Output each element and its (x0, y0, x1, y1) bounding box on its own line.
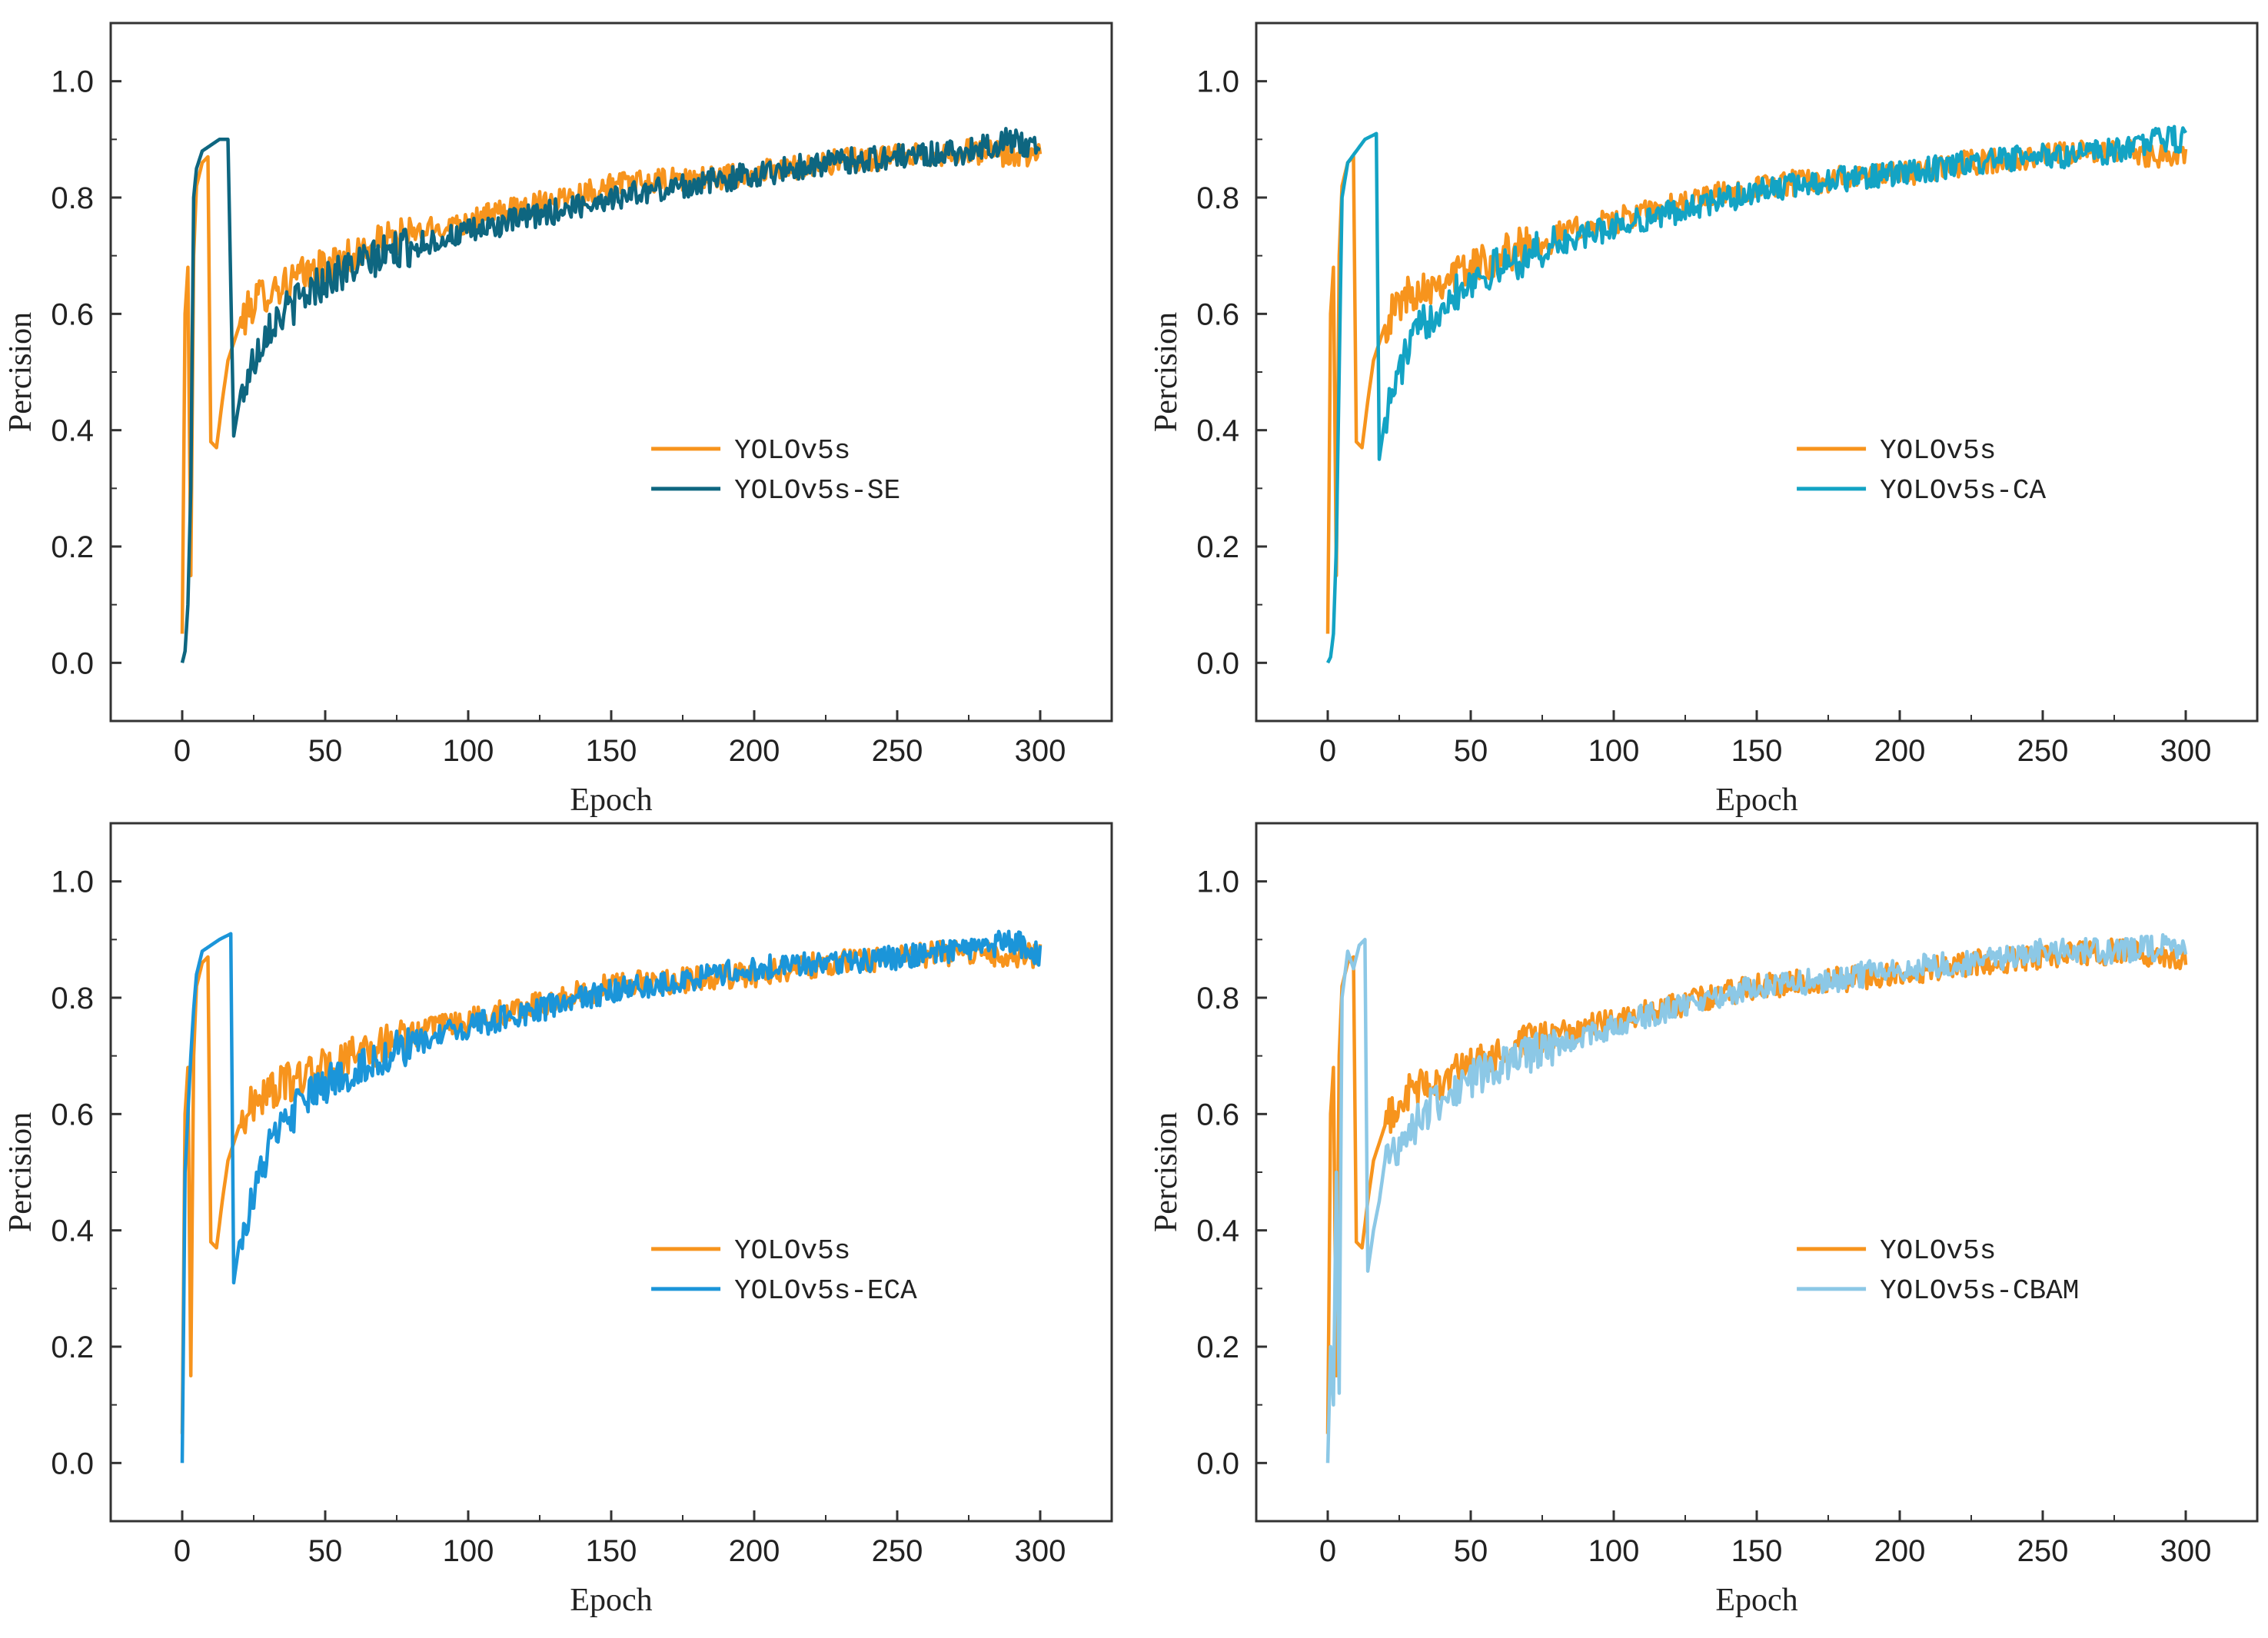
legend-label: YOLOv5s (734, 1235, 850, 1267)
x-tick-label: 150 (586, 734, 637, 768)
plot-frame (1255, 822, 2259, 1523)
x-tick-label: 250 (2017, 1534, 2069, 1568)
y-axis-title: Percision (3, 312, 38, 432)
legend-label: YOLOv5s-SE (734, 475, 900, 507)
x-tick-label: 150 (586, 1534, 637, 1568)
x-tick-label: 50 (1454, 734, 1488, 768)
y-axis-title: Percision (1149, 1112, 1184, 1232)
legend-label: YOLOv5s-CBAM (1880, 1275, 2079, 1307)
x-tick-label: 200 (1874, 1534, 1926, 1568)
x-tick-label: 250 (872, 1534, 923, 1568)
x-tick-label: 300 (1015, 734, 1066, 768)
y-axis-title: Percision (3, 1112, 38, 1232)
y-tick-label: 0.6 (1196, 1098, 1239, 1131)
x-tick-label: 200 (1874, 734, 1926, 768)
y-tick-label: 1.0 (51, 65, 94, 99)
y-tick-label: 0.6 (1196, 297, 1239, 331)
series-line-yolov5s (180, 137, 1043, 634)
x-tick-label: 100 (1588, 734, 1640, 768)
y-tick-label: 0.4 (51, 1214, 94, 1248)
chart-panel-1: 0.0 0.2 0.4 0.6 0.8 1.0 0 50 100 150 200 250 300 Epoc… (3, 22, 1113, 818)
x-tick-label: 300 (2160, 1534, 2212, 1568)
x-axis-title: Epoch (1715, 782, 1797, 818)
x-tick-label: 250 (872, 734, 923, 768)
x-tick-label: 100 (443, 1534, 494, 1568)
series-line-yolov5s-eca (180, 929, 1043, 1464)
y-tick-label: 1.0 (1196, 65, 1239, 99)
series-line-yolov5s-ca (1325, 125, 2187, 664)
y-tick-label: 1.0 (1196, 866, 1239, 899)
x-tick-label: 0 (1319, 1534, 1336, 1568)
series-line-yolov5s (1325, 138, 2188, 634)
x-axis-title: Epoch (570, 782, 652, 818)
x-tick-label: 50 (1454, 1534, 1488, 1568)
x-tick-label: 0 (174, 1534, 191, 1568)
x-tick-label: 150 (1731, 1534, 1783, 1568)
y-axis-title: Percision (1149, 312, 1184, 432)
y-tick-label: 0.2 (1196, 530, 1239, 564)
chart-panel-4: 0.0 0.2 0.4 0.6 0.8 1.0 0 50 100 150 200 250 300 Epoc… (1149, 822, 2259, 1618)
chart-panel-2: 0.0 0.2 0.4 0.6 0.8 1.0 0 50 100 150 200 250 300 Epoc… (1149, 22, 2259, 818)
y-tick-label: 0.8 (1196, 181, 1239, 215)
plot-frame (1255, 22, 2259, 723)
legend-label: YOLOv5s (1880, 1235, 1996, 1267)
y-tick-label: 0.0 (1196, 1447, 1239, 1480)
x-tick-label: 300 (2160, 734, 2212, 768)
x-tick-label: 250 (2017, 734, 2069, 768)
legend-label: YOLOv5s-CA (1880, 475, 2046, 507)
y-tick-label: 0.2 (51, 530, 94, 564)
y-tick-label: 0.4 (51, 414, 94, 448)
x-tick-label: 200 (729, 1534, 780, 1568)
x-tick-label: 50 (308, 734, 343, 768)
x-tick-label: 0 (1319, 734, 1336, 768)
legend-label: YOLOv5s (734, 435, 850, 467)
y-tick-label: 0.0 (51, 646, 94, 680)
series-line-yolov5s (1325, 937, 2188, 1434)
x-tick-label: 50 (308, 1534, 343, 1568)
chart-panel-3: 0.0 0.2 0.4 0.6 0.8 1.0 0 50 100 150 200 250 300 Epoc… (3, 822, 1113, 1618)
y-tick-label: 0.8 (51, 181, 94, 215)
y-tick-label: 0.2 (51, 1331, 94, 1364)
y-tick-label: 0.6 (51, 1098, 94, 1131)
y-tick-label: 1.0 (51, 866, 94, 899)
y-tick-label: 0.6 (51, 297, 94, 331)
y-tick-label: 0.0 (1196, 646, 1239, 680)
x-tick-label: 100 (443, 734, 494, 768)
x-tick-label: 300 (1015, 1534, 1066, 1568)
x-axis-title: Epoch (1715, 1583, 1797, 1618)
x-tick-label: 0 (174, 734, 191, 768)
legend-label: YOLOv5s-ECA (734, 1275, 917, 1307)
y-tick-label: 0.4 (1196, 1214, 1239, 1248)
y-tick-label: 0.0 (51, 1447, 94, 1480)
y-tick-label: 0.8 (51, 982, 94, 1015)
series-line-yolov5s-cbam (1325, 932, 2188, 1464)
y-tick-label: 0.8 (1196, 982, 1239, 1015)
y-tick-label: 0.4 (1196, 414, 1239, 448)
x-axis-title: Epoch (570, 1583, 652, 1618)
series-line-yolov5s-se (180, 127, 1041, 663)
series-line-yolov5s (180, 939, 1043, 1434)
legend-label: YOLOv5s (1880, 435, 1996, 467)
plot-frame (109, 22, 1113, 723)
x-tick-label: 200 (729, 734, 780, 768)
x-tick-label: 150 (1731, 734, 1783, 768)
y-tick-label: 0.2 (1196, 1331, 1239, 1364)
x-tick-label: 100 (1588, 1534, 1640, 1568)
